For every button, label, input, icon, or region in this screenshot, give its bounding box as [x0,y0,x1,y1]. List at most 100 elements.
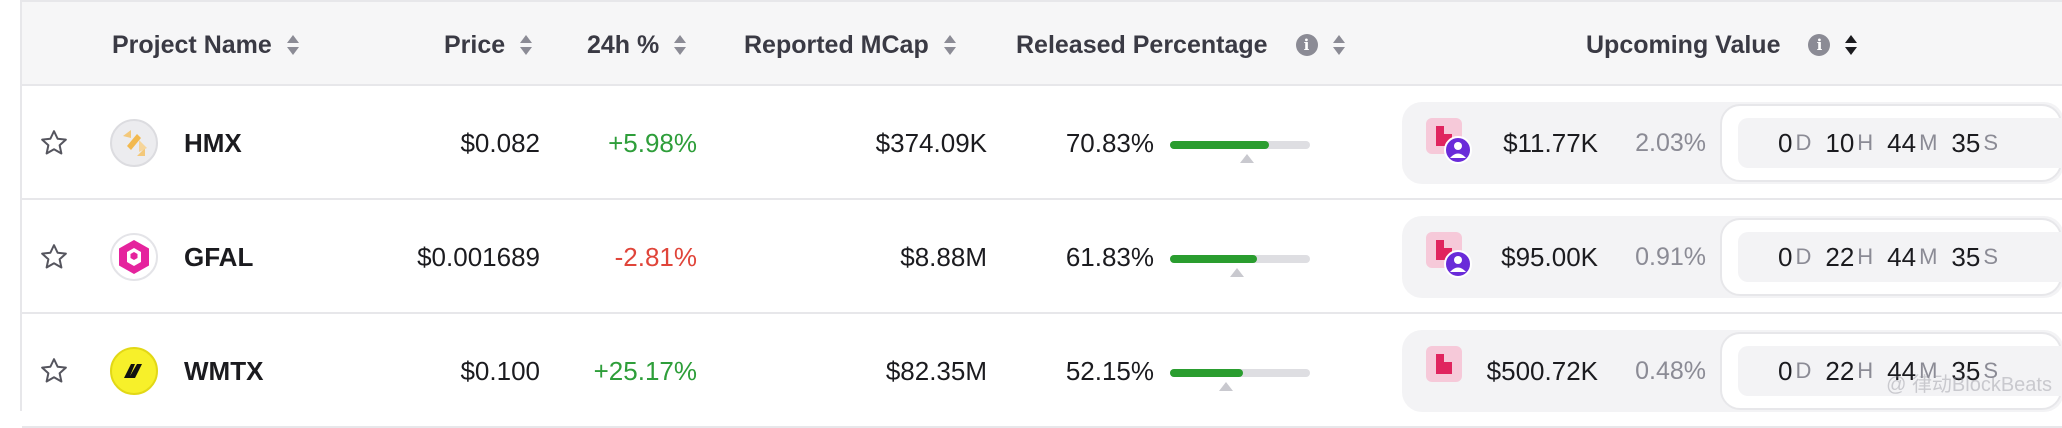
upcoming-percentage: 2.03% [1635,128,1706,157]
released-percentage-value: 52.15% [1065,355,1154,386]
progress-track [1170,369,1310,377]
countdown-hours-unit: H [1857,358,1874,383]
header-project-name[interactable]: Project Name [112,2,300,88]
token-unlock-table: Project Name Price 24h % Reported MCap R… [20,0,2062,428]
upcoming-value: $500.72K [1486,355,1598,386]
table-header: Project Name Price 24h % Reported MCap R… [22,0,2062,86]
gfal-logo [110,200,158,314]
header-released-percentage-label: Released Percentage [1016,30,1268,59]
countdown-hours: 22 [1825,241,1855,272]
change-24h-value: +25.17% [593,355,697,386]
progress-fill [1170,255,1257,263]
sort-icon[interactable] [519,32,533,58]
change-24h-value: -2.81% [614,241,697,272]
countdown-hours: 10 [1825,127,1855,158]
released-progress-bar [1170,86,1310,200]
header-price-label: Price [444,30,506,59]
table-row[interactable]: GFAL $0.001689 -2.81% $8.88M 61.83% $95.… [22,200,2062,314]
project-symbol[interactable]: GFAL [184,241,254,272]
header-24h-change[interactable]: 24h % [587,2,687,88]
progress-fill [1170,369,1243,377]
progress-marker-icon [1219,382,1233,391]
favorite-star-icon[interactable] [38,200,70,314]
countdown-days-unit: D [1795,130,1812,155]
upcoming-percentage: 0.91% [1635,242,1706,271]
countdown-minutes-unit: M [1919,244,1938,269]
header-reported-mcap-label: Reported MCap [744,30,929,59]
table-row[interactable]: WMTX $0.100 +25.17% $82.35M 52.15% $500.… [22,314,2062,428]
sort-icon[interactable] [673,32,687,58]
countdown-seconds: 35 [1951,241,1981,272]
price-value: $0.082 [460,127,540,158]
watermark: @ 律动BlockBeats [1886,374,2052,396]
unlock-category-icon [1424,344,1472,392]
project-symbol[interactable]: WMTX [184,355,264,386]
countdown-days: 0 [1778,355,1793,386]
sort-icon[interactable] [286,32,300,58]
upcoming-value: $95.00K [1501,241,1598,272]
project-symbol[interactable]: HMX [184,127,242,158]
upcoming-percentage: 0.48% [1635,356,1706,385]
countdown-days: 0 [1778,241,1793,272]
countdown-seconds: 35 [1951,355,1981,386]
price-value: $0.100 [460,355,540,386]
favorite-star-icon[interactable] [38,86,70,200]
favorite-star-icon[interactable] [38,314,70,428]
countdown-minutes: 44 [1887,355,1917,386]
countdown-days-unit: D [1795,358,1812,383]
countdown-hours: 22 [1825,355,1855,386]
countdown-seconds: 35 [1951,127,1981,158]
sort-icon[interactable] [1844,32,1858,58]
header-project-name-label: Project Name [112,30,272,59]
reported-mcap-value: $8.88M [900,241,987,272]
countdown-days: 0 [1778,127,1793,158]
released-progress-bar [1170,314,1310,428]
progress-track [1170,141,1310,149]
countdown-hours-unit: H [1857,244,1874,269]
info-icon[interactable]: i [1808,34,1831,56]
wmtx-logo [110,314,158,428]
countdown-minutes-unit: M [1919,130,1938,155]
progress-fill [1170,141,1270,149]
countdown-hours-unit: H [1857,130,1874,155]
header-upcoming-value-label: Upcoming Value [1586,30,1781,59]
countdown-minutes: 44 [1887,241,1917,272]
unlock-category-icon-with-user [1424,116,1472,164]
header-24h-change-label: 24h % [587,30,660,59]
header-reported-mcap[interactable]: Reported MCap [744,2,957,88]
header-price[interactable]: Price [444,2,533,88]
table-row[interactable]: HMX $0.082 +5.98% $374.09K 70.83% $11.77… [22,86,2062,200]
upcoming-value: $11.77K [1503,127,1598,158]
hmx-logo [110,86,158,200]
header-released-percentage[interactable]: Released Percentage i [1016,2,1346,88]
reported-mcap-value: $374.09K [875,127,987,158]
reported-mcap-value: $82.35M [885,355,987,386]
info-icon[interactable]: i [1295,34,1318,56]
header-upcoming-value[interactable]: Upcoming Value i [1586,2,1858,88]
released-progress-bar [1170,200,1310,314]
sort-icon[interactable] [1332,32,1346,58]
progress-marker-icon [1230,268,1245,277]
progress-track [1170,255,1310,263]
change-24h-value: +5.98% [608,127,697,158]
progress-marker-icon [1240,154,1254,163]
price-value: $0.001689 [417,241,540,272]
released-percentage-value: 61.83% [1065,241,1154,272]
countdown-days-unit: D [1795,244,1812,269]
countdown-minutes: 44 [1887,127,1917,158]
countdown-seconds-unit: S [1983,130,1999,155]
sort-icon[interactable] [943,32,957,58]
countdown-seconds-unit: S [1983,244,1999,269]
released-percentage-value: 70.83% [1065,127,1154,158]
countdown-seconds-unit: S [1983,358,1999,383]
countdown-minutes-unit: M [1919,358,1938,383]
